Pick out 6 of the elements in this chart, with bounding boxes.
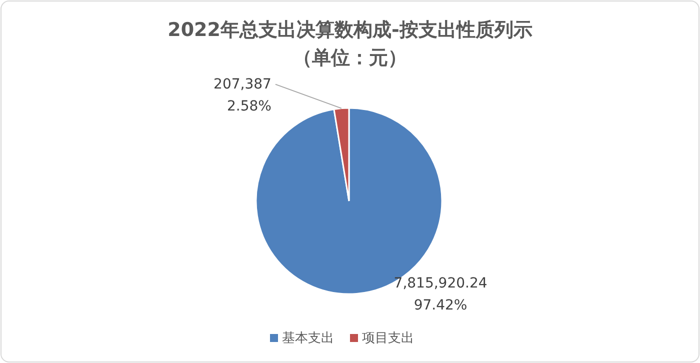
- data-label: 207,387 2.58%: [214, 76, 272, 114]
- legend-label: 基本支出: [282, 331, 334, 346]
- chart-title: 2022年总支出决算数构成-按支出性质列示: [168, 19, 532, 41]
- legend-label: 项目支出: [362, 331, 414, 346]
- chart-subtitle: （单位：元）: [293, 47, 407, 69]
- data-label: 7,815,920.24 97.42%: [394, 276, 488, 314]
